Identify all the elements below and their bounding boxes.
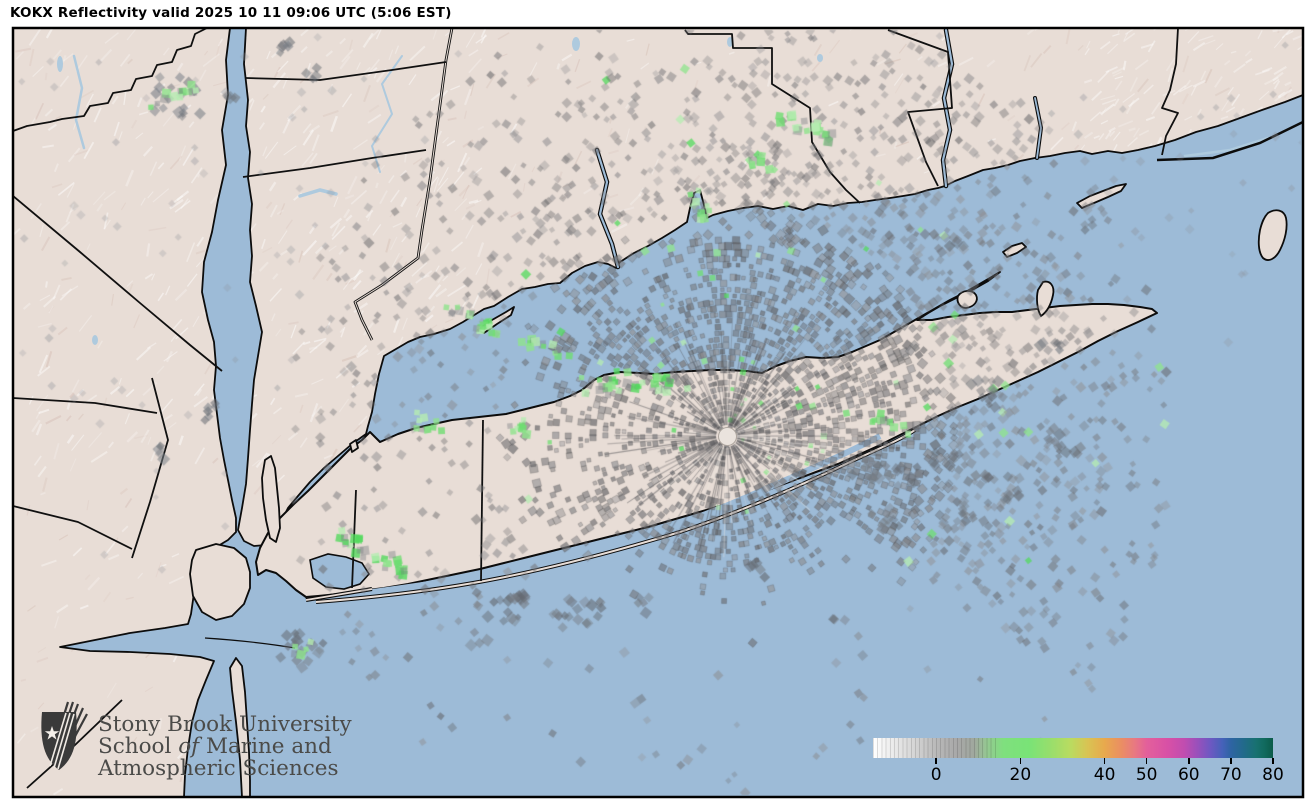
branding-line-1: Stony Brook University (98, 712, 352, 737)
colorbar-tick-label: 80 (1262, 765, 1284, 785)
branding-line-3: Atmospheric Sciences (98, 756, 339, 781)
branding-line-2: School of Marine and (98, 734, 332, 759)
shelter-island (956, 290, 978, 309)
stony-brook-shield-icon (41, 701, 88, 770)
colorbar-tick (1230, 758, 1232, 764)
branding-block: Stony Brook University School of Marine … (30, 700, 352, 780)
colorbar-tick (1272, 758, 1274, 764)
radar-site-marker (717, 426, 737, 446)
colorbar-bin-striations (873, 738, 997, 758)
colorbar-tick-label: 40 (1093, 765, 1116, 785)
colorbar-tick-label: 20 (1009, 765, 1032, 785)
branding-text: Stony Brook University School of Marine … (98, 714, 352, 780)
colorbar-tick (935, 758, 937, 764)
colorbar-tick-label: 70 (1220, 765, 1242, 785)
colorbar-tick (1188, 758, 1190, 764)
colorbar-tick-label: 60 (1177, 765, 1200, 785)
colorbar-tick-label: 0 (930, 765, 942, 785)
reflectivity-colorbar: 0 20 40 50 60 70 80 (873, 738, 1284, 786)
colorbar-tick-label: 50 (1135, 765, 1158, 785)
colorbar-tick (1145, 758, 1148, 764)
colorbar-tick (1019, 758, 1022, 764)
colorbar-tick (1103, 758, 1106, 764)
